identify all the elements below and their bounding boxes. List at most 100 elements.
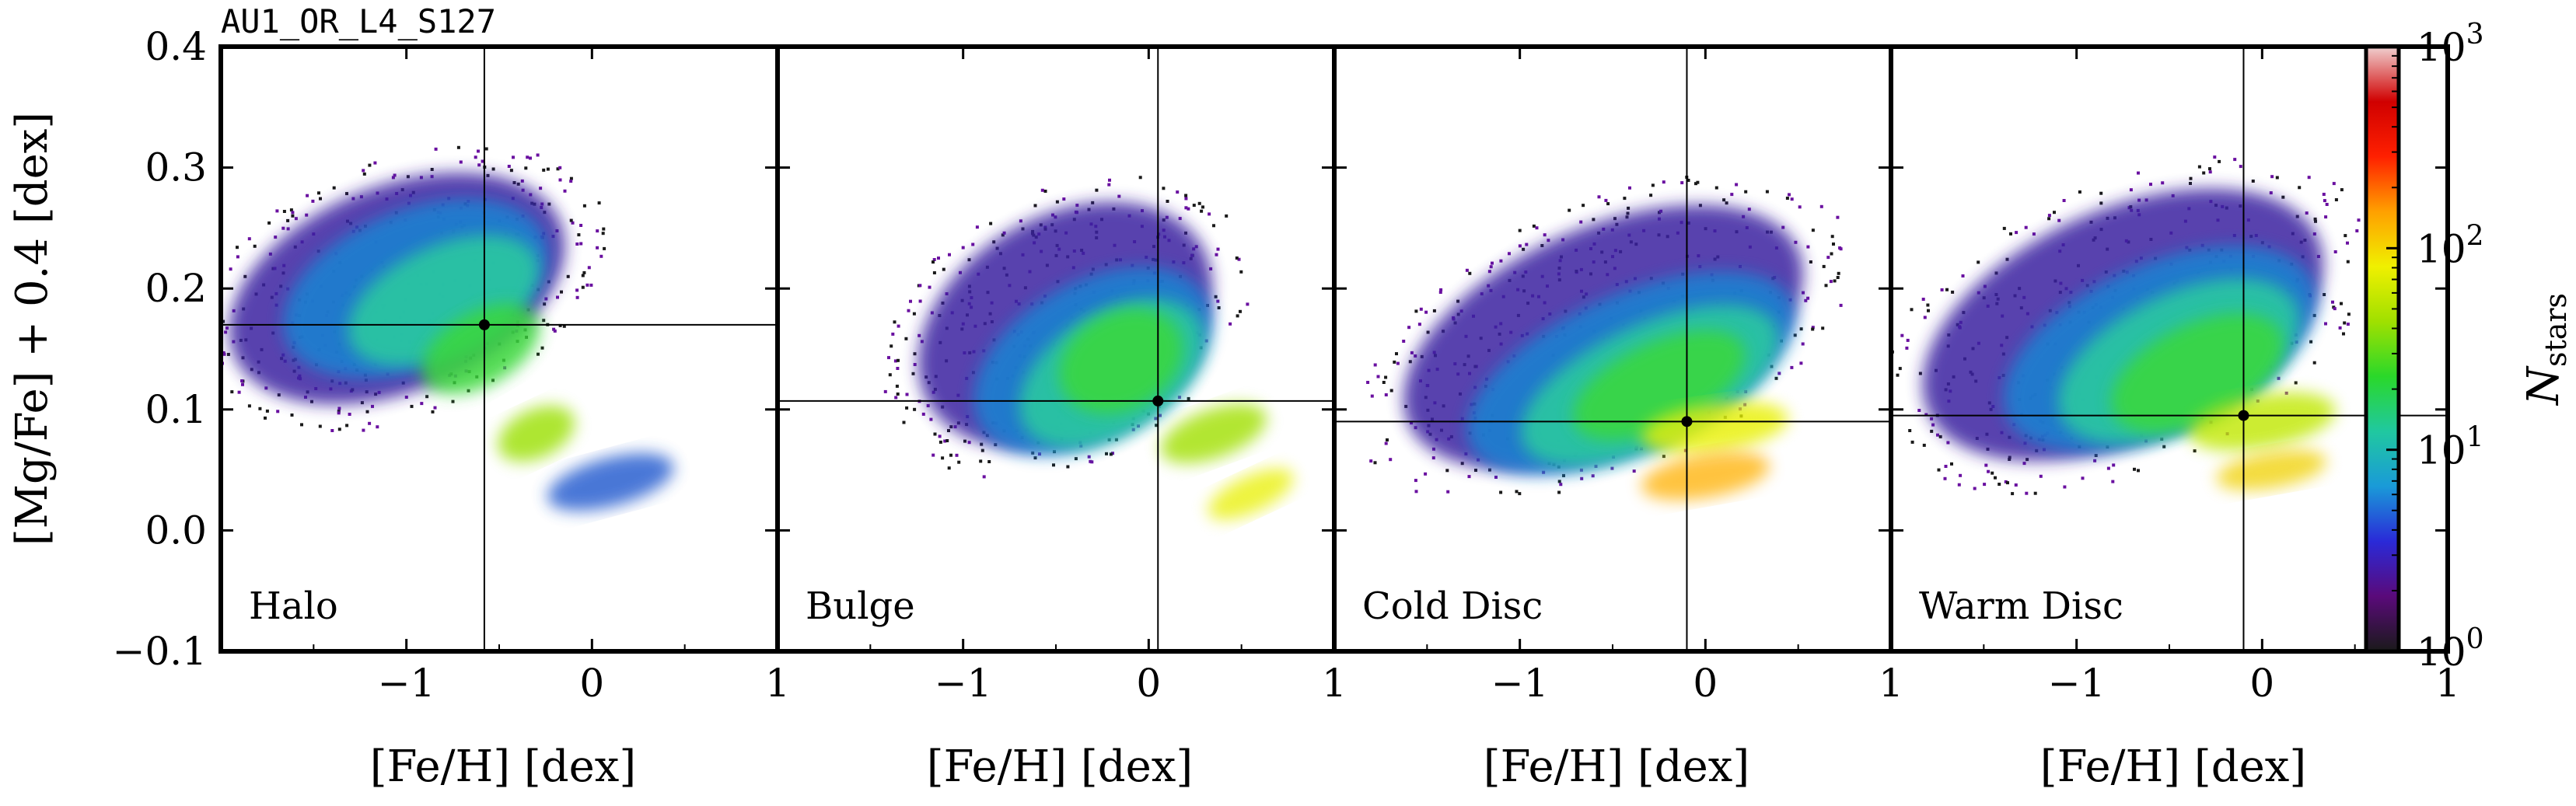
speck	[2269, 191, 2273, 195]
speck	[1777, 372, 1781, 375]
speck	[932, 258, 936, 261]
panel-warm-disc: −1 0 1 Warm Disc	[1889, 44, 2460, 706]
speck	[484, 147, 488, 151]
speck	[2078, 190, 2081, 194]
speck	[1623, 197, 1627, 201]
speck	[893, 320, 897, 324]
speck	[2343, 321, 2347, 325]
colorbar-tick-exp: 3	[2466, 19, 2484, 51]
speck	[1212, 224, 1215, 228]
speck	[543, 302, 547, 306]
x-axis-labels: [Fe/H] [dex] [Fe/H] [dex] [Fe/H] [dex] [Fe/…	[370, 741, 2306, 792]
speck	[1091, 201, 1095, 204]
speck	[224, 330, 228, 334]
speck	[1781, 225, 1785, 229]
speck	[529, 156, 532, 160]
speck	[2063, 485, 2067, 489]
speck	[587, 266, 591, 270]
speck	[581, 285, 585, 289]
density-layer	[421, 303, 540, 395]
speck	[1499, 259, 1503, 263]
speck	[2340, 302, 2343, 305]
speck	[1627, 206, 1631, 210]
speck	[337, 406, 341, 410]
speck	[1696, 180, 1700, 184]
speck	[1117, 194, 1121, 198]
speck	[947, 429, 950, 432]
speck	[1649, 194, 1653, 197]
speck	[1923, 316, 1927, 319]
speck	[909, 299, 912, 303]
speck	[2014, 483, 2018, 487]
speck	[1580, 476, 1584, 480]
speck	[1417, 323, 1421, 326]
speck	[957, 460, 961, 464]
speck	[1456, 299, 1460, 303]
speck	[376, 425, 379, 429]
speck	[1562, 473, 1565, 477]
speck	[1790, 365, 1794, 369]
speck	[1930, 429, 1934, 433]
speck	[1386, 438, 1389, 441]
speck	[918, 284, 922, 288]
speck	[540, 346, 544, 350]
speck	[1910, 440, 1914, 444]
speck	[2313, 217, 2317, 221]
speck	[345, 424, 349, 427]
speck	[2099, 191, 2103, 195]
speck	[1991, 471, 1994, 475]
speck	[1414, 354, 1417, 358]
speck	[1900, 333, 1904, 337]
density-map	[196, 145, 674, 511]
speck	[2057, 218, 2061, 222]
density-layer	[498, 406, 575, 462]
speck	[1001, 233, 1005, 237]
speck	[907, 309, 911, 312]
speck	[2338, 326, 2342, 330]
speck	[373, 161, 377, 165]
speck	[1052, 463, 1055, 467]
speck	[1836, 215, 1840, 219]
speck	[1402, 340, 1406, 343]
speck	[2053, 211, 2056, 215]
speck	[2129, 188, 2133, 192]
speck	[1973, 487, 1977, 490]
speck	[599, 254, 603, 258]
speck	[1176, 190, 1180, 194]
speck	[459, 160, 463, 164]
speck	[1937, 468, 1941, 472]
speck	[2106, 466, 2110, 470]
speck	[2277, 376, 2281, 380]
speck	[2281, 195, 2285, 199]
speck	[1184, 206, 1188, 210]
speck	[891, 332, 895, 336]
speck	[1107, 183, 1111, 187]
speck	[1062, 197, 1066, 201]
speck	[1407, 326, 1411, 330]
speck	[1095, 188, 1099, 192]
speck	[404, 396, 408, 399]
speck	[2202, 171, 2206, 175]
speck	[1184, 197, 1188, 201]
speck	[556, 167, 560, 171]
speck	[1535, 226, 1539, 230]
speck	[2149, 183, 2152, 187]
speck	[547, 202, 551, 206]
speck	[1201, 205, 1204, 209]
speck	[196, 320, 199, 323]
speck	[431, 410, 435, 413]
speck	[1033, 204, 1037, 208]
speck	[971, 242, 975, 246]
speck	[2340, 188, 2344, 192]
speck	[208, 362, 211, 365]
speck	[1225, 214, 1229, 218]
speck	[2062, 199, 2066, 202]
speck	[1662, 180, 1665, 184]
speck	[247, 237, 251, 241]
speck	[1393, 360, 1396, 364]
speck	[1943, 476, 1947, 480]
speck	[300, 423, 303, 427]
speck	[1111, 452, 1114, 455]
speck	[2006, 481, 2009, 485]
